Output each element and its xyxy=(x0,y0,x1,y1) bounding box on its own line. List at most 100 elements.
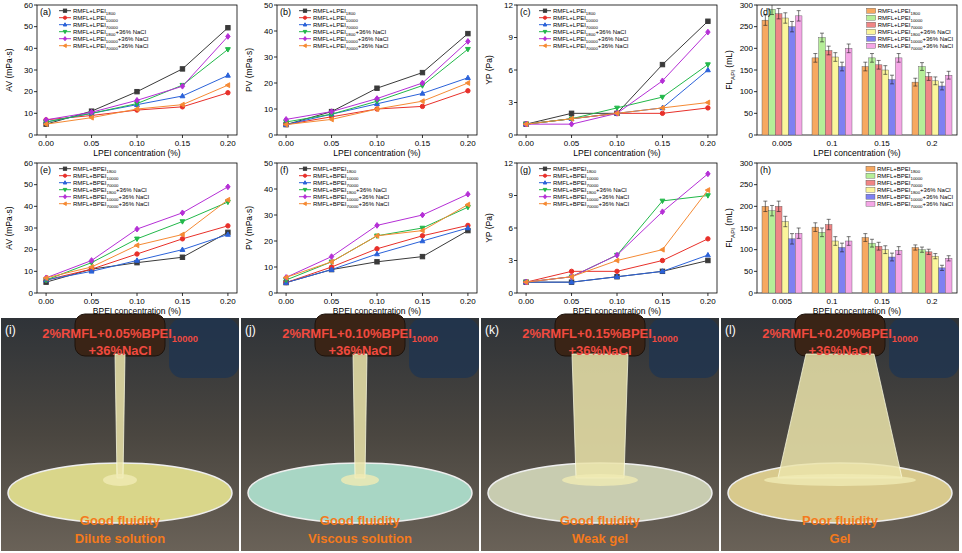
legend: RMFL+BPEI1800RMFL+BPEI10000RMFL+BPEI7000… xyxy=(59,166,149,209)
x-tick-label: 0.15 xyxy=(175,297,191,306)
y-tick-label: 3 xyxy=(509,256,514,265)
y-tick xyxy=(514,5,517,6)
error-stem xyxy=(822,33,823,42)
bar xyxy=(789,239,796,293)
legend-marker xyxy=(543,202,546,206)
data-point xyxy=(660,209,664,215)
bar xyxy=(762,206,769,293)
bar xyxy=(839,248,846,294)
data-point xyxy=(283,275,287,280)
x-tick xyxy=(617,293,618,296)
error-stem xyxy=(935,77,936,85)
y-tick-label: 0 xyxy=(509,131,514,140)
error-cap xyxy=(947,71,951,72)
error-bar xyxy=(920,63,924,71)
error-cap xyxy=(783,12,787,13)
sample-label: +36%NaCl xyxy=(328,343,391,358)
legend-marker xyxy=(303,16,306,19)
data-point xyxy=(660,269,665,273)
x-tick xyxy=(467,293,468,296)
bar xyxy=(939,268,946,293)
data-point xyxy=(89,109,93,115)
y-tick-label: 60 xyxy=(24,1,33,10)
legend-swatch xyxy=(866,173,875,178)
error-stem xyxy=(872,54,873,63)
data-point xyxy=(466,191,470,197)
data-point xyxy=(89,258,93,264)
legend-marker xyxy=(303,202,306,206)
sample-label: 2%RMFL+0.10%BPEI10000 xyxy=(282,326,438,344)
error-cap xyxy=(790,31,794,32)
error-bar xyxy=(783,216,787,226)
data-point xyxy=(660,78,664,84)
legend-marker xyxy=(303,23,307,26)
error-bar xyxy=(827,219,831,229)
data-point xyxy=(706,106,710,110)
series-line xyxy=(286,205,468,278)
y-tick xyxy=(514,163,517,164)
y-tick-label: 40 xyxy=(264,27,273,36)
legend-marker xyxy=(63,167,66,170)
y-tick-label: 250 xyxy=(740,180,754,189)
legend-label: RMFL+LPEI70000+36% NaCl xyxy=(553,43,628,51)
y-tick-label: 250 xyxy=(740,22,754,31)
x-tick xyxy=(467,135,468,138)
y-tick xyxy=(754,249,757,250)
error-cap xyxy=(877,242,881,243)
error-cap xyxy=(840,251,844,252)
data-point xyxy=(225,197,229,202)
y-tick-label: 12 xyxy=(504,1,513,10)
y-tick-label: 200 xyxy=(740,44,754,53)
data-point xyxy=(284,117,288,123)
error-bar xyxy=(790,234,794,244)
data-point xyxy=(706,258,710,262)
fluidity-label: Good fluidity xyxy=(320,513,401,528)
y-tick xyxy=(754,5,757,6)
data-point xyxy=(225,232,230,236)
data-point xyxy=(660,111,664,115)
data-point xyxy=(524,121,528,127)
y-tick xyxy=(754,26,757,27)
bar xyxy=(812,58,819,135)
data-point xyxy=(660,95,665,99)
error-cap xyxy=(920,252,924,253)
error-cap xyxy=(927,80,931,81)
legend-marker xyxy=(543,9,546,12)
error-cap xyxy=(920,247,924,248)
y-tick xyxy=(754,293,757,294)
bar xyxy=(912,82,919,135)
figure: 0102030405060AV (mPa·s)LPEI concentratio… xyxy=(0,0,962,553)
y-axis-title: AV (mPa·s) xyxy=(4,48,14,91)
data-point xyxy=(615,111,619,115)
legend-marker xyxy=(63,44,66,48)
error-cap xyxy=(870,62,874,63)
error-cap xyxy=(813,231,817,232)
y-tick-label: 50 xyxy=(264,159,273,168)
error-stem xyxy=(935,254,936,259)
x-tick xyxy=(422,293,423,296)
x-tick-label: 0.10 xyxy=(609,139,625,148)
photo xyxy=(1,314,239,551)
x-tick-label: 0.10 xyxy=(129,297,145,306)
error-stem xyxy=(848,44,849,53)
x-tick-label: 0.2 xyxy=(926,297,938,306)
x-tick xyxy=(526,293,527,296)
y-tick xyxy=(754,228,757,229)
y-tick xyxy=(274,267,277,268)
data-point xyxy=(420,104,424,108)
panel-label: (d) xyxy=(760,7,771,17)
y-tick-label: 50 xyxy=(264,1,273,10)
series-group xyxy=(43,184,230,284)
y-tick xyxy=(514,195,517,196)
legend-marker xyxy=(543,44,546,48)
x-tick xyxy=(227,135,228,138)
x-tick-label: 0.20 xyxy=(460,297,476,306)
y-tick-label: 10 xyxy=(264,263,273,272)
x-tick xyxy=(137,293,138,296)
error-stem xyxy=(928,73,929,81)
error-bar xyxy=(813,223,817,232)
photo-background xyxy=(1,318,239,551)
x-tick-label: 0.10 xyxy=(369,139,385,148)
data-point xyxy=(569,280,573,284)
y-tick-label: 50 xyxy=(744,109,753,118)
